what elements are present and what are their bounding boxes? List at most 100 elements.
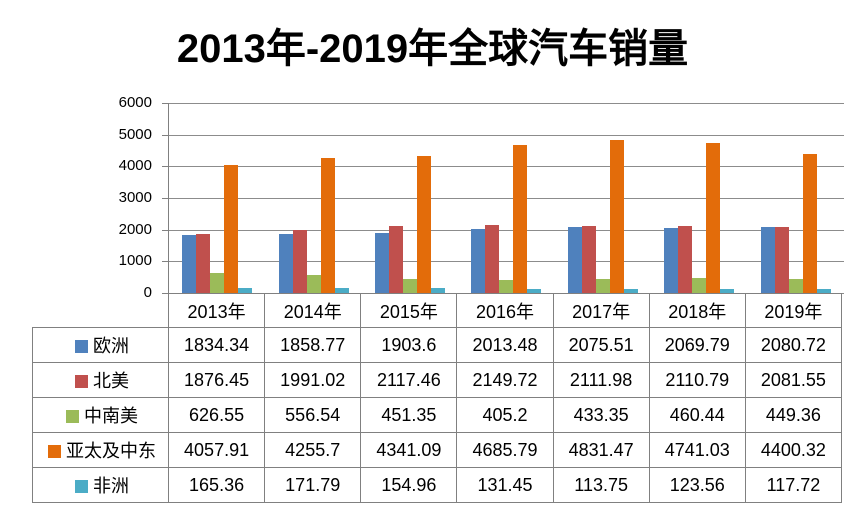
y-axis-tick: [162, 229, 169, 231]
bar-欧洲: [760, 227, 775, 293]
bar-group-2014年: [265, 103, 361, 293]
bar-亚太及中东: [706, 142, 721, 293]
bar-欧洲: [567, 227, 582, 293]
value-cell: 4057.91: [167, 432, 266, 468]
y-axis-tick: [162, 166, 169, 168]
value-cell: 2069.79: [648, 327, 746, 363]
value-cell: 556.54: [264, 397, 362, 433]
value-cell: 449.36: [744, 397, 843, 433]
table-row-北美: 北美 1876.45 1991.02 2117.46 2149.72 2111.98 211…: [32, 362, 843, 398]
y-axis-label: 2000: [118, 220, 152, 238]
bar-非洲: [623, 289, 638, 293]
legend-swatch-亚太及中东: [48, 445, 61, 458]
value-cell: 4400.32: [744, 432, 843, 468]
chart-title: 2013年-2019年全球汽车销量: [176, 27, 689, 71]
series-name-label: 北美: [93, 371, 129, 391]
value-cell: 1991.02: [264, 362, 362, 398]
y-axis-label: 5000: [118, 125, 152, 143]
bar-非洲: [431, 288, 446, 293]
bar-中南美: [403, 278, 418, 293]
series-name-label: 亚太及中东: [66, 441, 156, 461]
value-cell: 1903.6: [360, 327, 458, 363]
value-cell: 123.56: [648, 467, 746, 503]
value-cell: 2080.72: [744, 327, 843, 363]
bar-亚太及中东: [513, 144, 528, 293]
y-axis-label: 6000: [118, 94, 152, 111]
y-axis-tick: [162, 198, 169, 199]
bar-group-2016年: [458, 103, 554, 293]
y-axis-tick: [162, 261, 169, 263]
y-axis-tick: [162, 293, 169, 294]
table-row-中南美: 中南美 626.55 556.54 451.35 405.2 433.35 460.44 44…: [32, 397, 843, 433]
data-table: 2013年 2014年 2015年 2016年 2017年 2018年 2019年欧洲 183…: [32, 293, 843, 503]
legend-swatch-中南美: [66, 410, 79, 423]
table-year-header: 2016年: [456, 293, 554, 328]
y-axis-label: 0: [143, 284, 152, 301]
bar-group-2015年: [362, 103, 458, 293]
bar-欧洲: [278, 234, 293, 293]
table-year-header: 2017年: [552, 293, 650, 328]
value-cell: 4341.09: [360, 432, 458, 468]
gridline: [169, 166, 844, 168]
series-legend-cell: 非洲: [32, 467, 169, 503]
plot-area: [162, 103, 844, 294]
bar-中南美: [692, 278, 707, 293]
legend-swatch-非洲: [75, 480, 88, 493]
value-cell: 1858.77: [264, 327, 362, 363]
y-axis-label: 1000: [118, 252, 152, 270]
value-cell: 1876.45: [167, 362, 266, 398]
gridline: [169, 134, 844, 136]
value-cell: 2075.51: [552, 327, 650, 363]
value-cell: 4831.47: [552, 432, 650, 468]
bar-北美: [389, 225, 404, 293]
bar-中南美: [499, 280, 514, 293]
table-corner-cell: [33, 294, 169, 328]
table-row-欧洲: 欧洲 1834.34 1858.77 1903.6 2013.48 2075.51 2069…: [32, 327, 843, 363]
legend-swatch-欧洲: [75, 340, 88, 353]
bar-亚太及中东: [609, 140, 624, 293]
bar-北美: [581, 226, 596, 293]
series-name-label: 中南美: [84, 406, 138, 426]
series-legend-cell: 中南美: [32, 397, 169, 433]
table-header-row: 2013年 2014年 2015年 2016年 2017年 2018年 2019年: [33, 293, 843, 328]
bar-group-2018年: [651, 103, 747, 293]
value-cell: 433.35: [552, 397, 650, 433]
bar-非洲: [720, 289, 735, 293]
table-year-header: 2015年: [360, 293, 458, 328]
value-cell: 2110.79: [648, 362, 746, 398]
gridline: [169, 261, 844, 263]
bar-非洲: [527, 288, 542, 293]
bar-亚太及中东: [802, 153, 817, 293]
bar-中南美: [306, 275, 321, 293]
y-axis-label: 3000: [118, 189, 152, 206]
value-cell: 165.36: [167, 467, 266, 503]
bar-北美: [774, 227, 789, 293]
bar-中南美: [210, 273, 225, 293]
table-year-header: 2019年: [744, 293, 843, 328]
y-axis-tick: [162, 103, 169, 104]
bar-欧洲: [375, 232, 390, 293]
table-year-header: 2014年: [264, 293, 362, 328]
y-axis-tick: [162, 134, 169, 136]
table-year-header: 2018年: [648, 293, 746, 328]
bar-北美: [196, 233, 211, 293]
legend-swatch-北美: [75, 375, 88, 388]
y-axis-label: 4000: [118, 157, 152, 175]
table-row-亚太及中东: 亚太及中东 4057.91 4255.7 4341.09 4685.79 4831.47 4…: [32, 432, 843, 468]
bar-亚太及中东: [417, 155, 432, 293]
bar-非洲: [334, 287, 349, 293]
value-cell: 1834.34: [167, 327, 266, 363]
bar-group-2013年: [169, 103, 265, 293]
bar-group-2017年: [555, 103, 651, 293]
gridline: [169, 229, 844, 231]
value-cell: 131.45: [456, 467, 554, 503]
value-cell: 2081.55: [744, 362, 843, 398]
series-name-label: 欧洲: [93, 336, 129, 356]
bar-北美: [678, 226, 693, 293]
value-cell: 2117.46: [360, 362, 458, 398]
series-legend-cell: 欧洲: [32, 327, 169, 363]
value-cell: 154.96: [360, 467, 458, 503]
value-cell: 2013.48: [456, 327, 554, 363]
bar-欧洲: [471, 229, 486, 293]
